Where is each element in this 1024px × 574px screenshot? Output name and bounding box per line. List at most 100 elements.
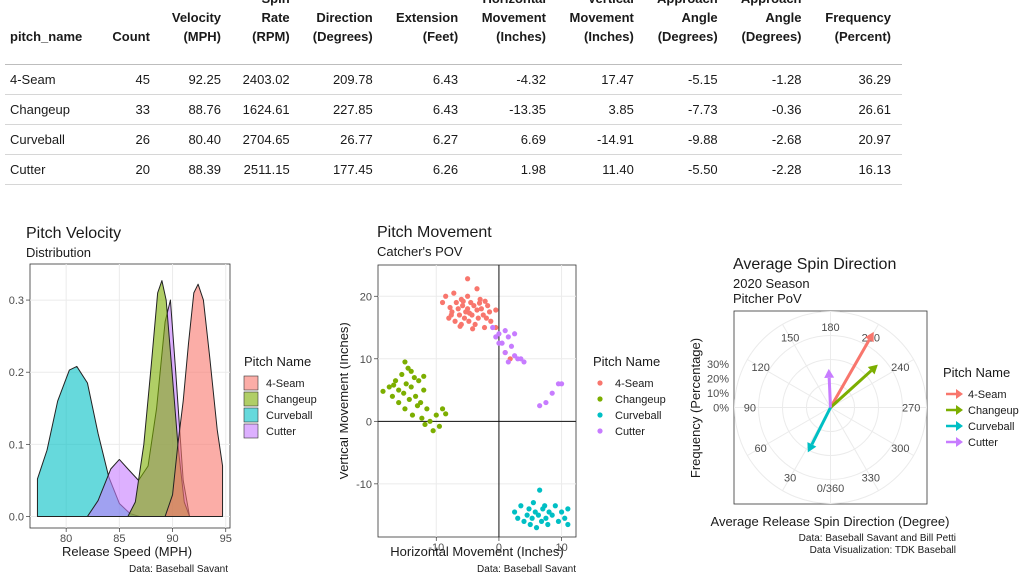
table-header-line: (Degrees) [657,29,718,44]
y-tick-label: 0.2 [9,367,24,379]
scatter-point-changeup [399,371,405,378]
spin-subtitle: 2020 Season [733,276,810,291]
angle-tick-label: 150 [781,333,799,345]
table-header-cell: Velocity (MPH) [160,0,232,54]
table-header-line: pitch_name [10,29,83,44]
table-cell: 6.69 [469,124,557,155]
velocity-title: Pitch Velocity [26,225,121,242]
table-cell: 2511.15 [232,154,301,185]
scatter-point-4-seam [485,303,491,309]
table-header-cell: Frequency (Percent) [812,0,902,54]
scatter-point-changeup [419,415,425,421]
angle-tick-label: 60 [755,443,767,455]
table-header-row: pitch_name Count Velocity (MPH) Spin Rate (RPM… [5,0,902,54]
angle-tick-label: 270 [902,403,920,415]
angle-tick-label: 90 [744,403,756,415]
scatter-point-4-seam [439,299,446,306]
x-tick-label: 80 [60,533,72,545]
scatter-point-curveball [565,521,571,528]
table-header-cell: Extension (Feet) [383,0,470,54]
angle-tick-label: 240 [891,362,909,374]
movement-legend-title: Pitch Name [593,354,660,369]
table-cell: 6.43 [383,94,470,125]
legend-key [243,407,259,423]
legend-key [597,396,603,402]
scatter-point-curveball [555,518,562,524]
scatter-point-4-seam [482,298,488,304]
spin-arrow-changeup [829,369,873,409]
table-cell: -9.88 [644,124,729,155]
table-header-line: Spin [262,0,290,6]
movement-chart: Pitch Movement Catcher's POV -10 0 10 -10 0 1… [340,224,666,574]
scatter-point-curveball [562,515,568,521]
y-tick-label: -10 [356,479,372,491]
scatter-point-4-seam [475,315,481,321]
angle-tick-label: 0/360 [817,483,845,495]
scatter-point-cutter [505,334,511,340]
movement-ylabel: Vertical Movement (Inches) [340,322,351,480]
y-tick-label: 0.1 [9,439,24,451]
scatter-point-changeup [443,411,449,417]
table-cell: 11.40 [557,154,645,185]
movement-xlabel: Horizontal Movement (Inches) [390,544,563,559]
table-cell: Changeup [5,94,103,125]
table-cell: 33 [102,94,161,125]
scatter-point-changeup [408,384,414,390]
table-header-line: Frequency [825,10,891,25]
table-row: Cutter 20 88.39 2511.15 177.45 6.26 1.98 11.40-… [5,154,902,185]
angle-tick-label: 180 [821,322,839,334]
velocity-chart: Pitch Velocity Distribution 80 85 90 95 0.0 0… [9,225,317,574]
scatter-point-4-seam [443,293,449,299]
x-tick-label: -10 [428,542,444,554]
scatter-point-cutter [511,331,518,337]
scatter-point-4-seam [465,276,471,282]
table-header-cell: Vertical Movement (Inches) [557,0,645,54]
legend-label: Cutter [968,437,998,449]
legend-label: 4-Seam [968,389,1007,401]
spin-arrow-4-seam [829,338,871,409]
scatter-point-changeup [392,378,399,384]
legend-key [243,391,259,407]
table-row: Changeup 33 88.76 1624.61 227.85 6.43 -13.35 3.… [5,94,902,125]
scatter-point-changeup [402,359,408,365]
y-tick-label: 10 [360,354,372,366]
spin-arrow-head-changeup [867,364,878,375]
table-cell: 6.27 [383,124,470,155]
table-cell: -14.91 [557,124,645,155]
velocity-subtitle: Distribution [26,245,91,260]
table-cell: 2704.65 [232,124,301,155]
scatter-point-4-seam [471,303,477,309]
table-cell: 2403.02 [232,64,301,95]
table-header-line: Movement [481,10,546,25]
table-header-line: (Percent) [834,29,891,44]
density-area-4-seam [164,283,224,517]
angle-tick-label: 300 [891,443,909,455]
scatter-point-4-seam [465,306,471,312]
scatter-point-4-seam [448,312,454,318]
scatter-point-4-seam [474,307,480,313]
table-header-line: (RPM) [252,29,290,44]
scatter-point-4-seam [455,306,461,312]
legend-key [243,375,259,391]
legend-label: Changeup [968,405,1019,417]
table-header-cell: Direction (Degrees) [300,0,384,54]
table-cell: 26.61 [812,94,902,125]
scatter-point-changeup [408,368,414,374]
table-row: Curveball 26 80.40 2704.65 26.77 6.27 6.69 -14.… [5,124,902,155]
table-header-line: (Feet) [422,29,459,44]
scatter-point-changeup [391,382,397,388]
table-cell: 20 [102,154,161,185]
table-body: 4-Seam 45 92.25 2403.02 209.78 6.43 -4.32 17.47… [5,64,902,185]
scatter-point-curveball [552,503,558,509]
scatter-point-4-seam [470,326,476,332]
table-cell: -2.68 [728,124,813,155]
scatter-point-curveball [515,515,521,521]
scatter-point-4-seam [459,303,466,309]
angle-gridline [747,407,831,456]
radial-tick-label: 0% [713,403,729,415]
spin-xlabel: Average Release Spin Direction (Degree) [711,514,950,529]
scatter-point-cutter [518,356,524,362]
spin-caption2: Data Visualization: TDK Baseball [810,545,956,556]
scatter-point-curveball [518,503,524,509]
scatter-point-curveball [524,512,530,518]
